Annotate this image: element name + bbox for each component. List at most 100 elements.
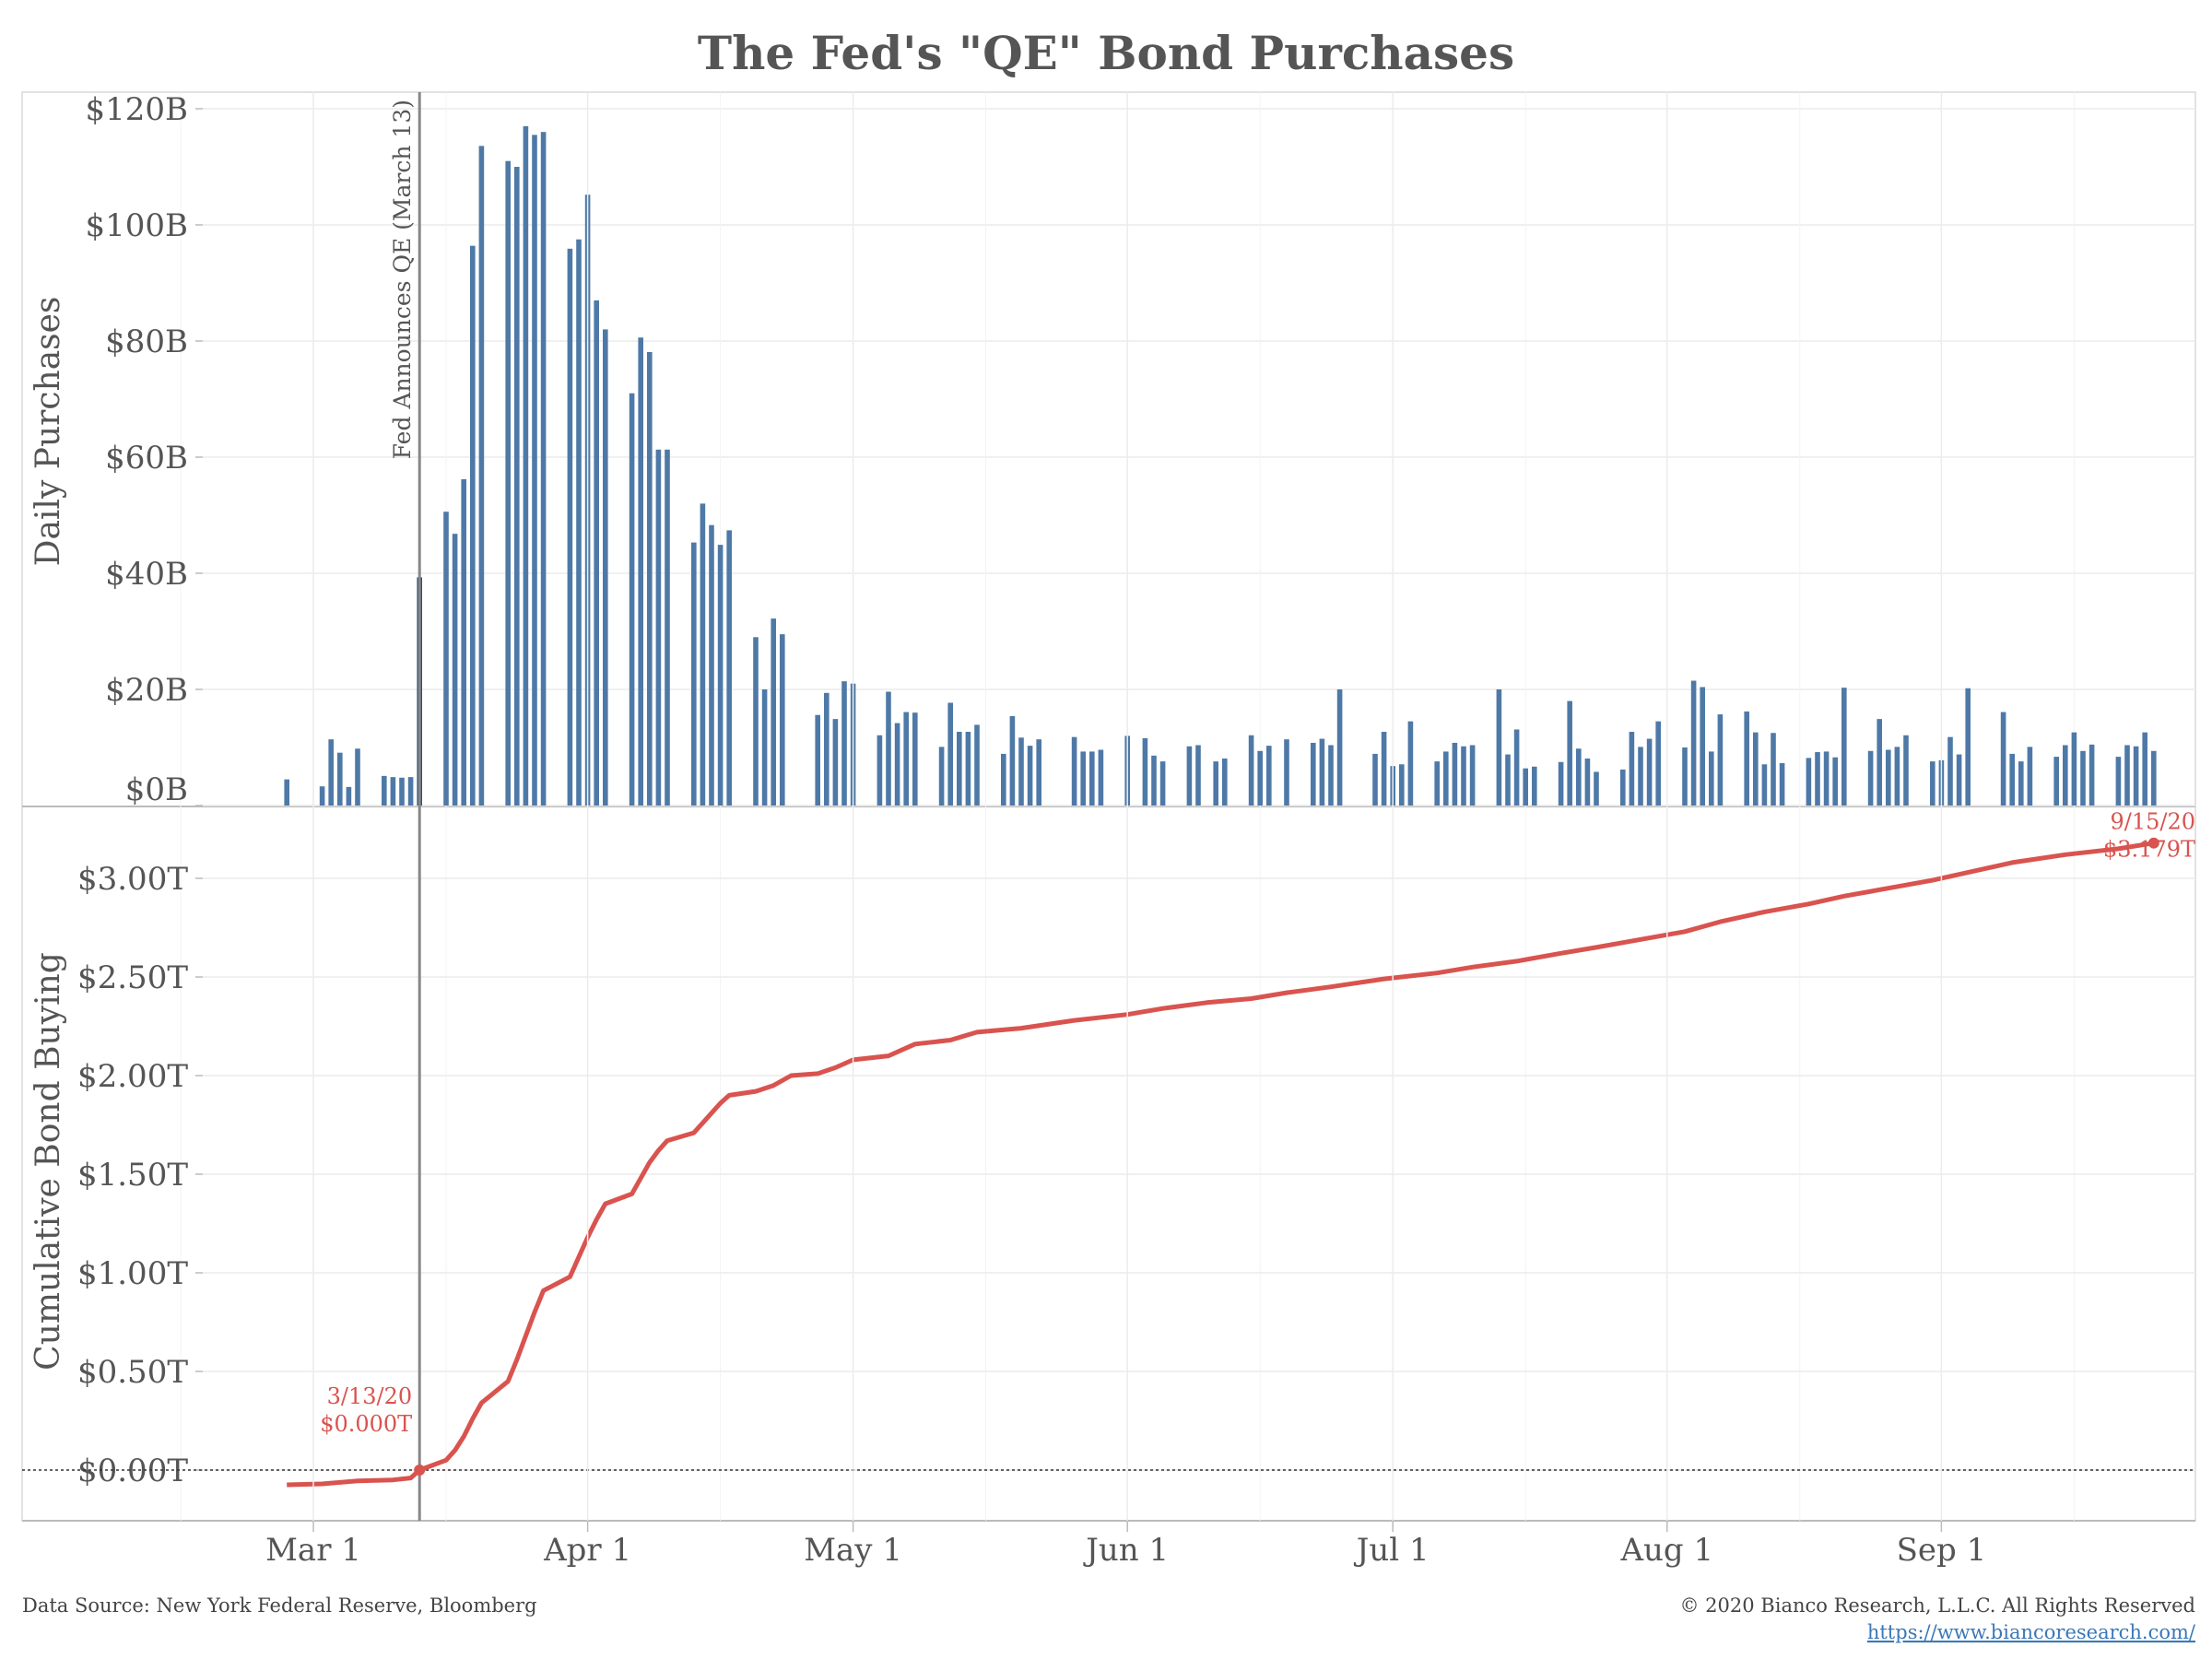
daily-purchase-bar (1646, 738, 1653, 806)
qe-announcement-label: Fed Announces QE (March 13) (389, 100, 416, 459)
daily-purchase-bar (638, 337, 643, 806)
line-panel-gridlines (203, 877, 2195, 1471)
x-tick-label: Mar 1 (265, 1532, 361, 1569)
daily-purchase-bar (603, 329, 608, 806)
annotation-marker (414, 1465, 426, 1476)
daily-purchase-bar (841, 681, 847, 806)
daily-purchase-bar (532, 135, 537, 806)
daily-purchase-bar (478, 146, 485, 806)
daily-purchase-bar (665, 449, 670, 806)
daily-purchase-bar (514, 167, 520, 806)
bar-y-tick-label: $40B (105, 556, 188, 593)
data-source-note: Data Source: New York Federal Reserve, B… (22, 1594, 537, 1617)
x-tick-label: Jun 1 (1083, 1532, 1169, 1569)
daily-purchase-bar (815, 714, 820, 806)
daily-purchase-bar (1407, 721, 1414, 806)
daily-purchase-bar (399, 777, 405, 806)
daily-purchase-bar (2124, 745, 2130, 806)
daily-purchase-bar (780, 634, 785, 806)
daily-purchase-bar (1328, 745, 1334, 806)
daily-purchase-bar (912, 712, 918, 806)
daily-purchase-bar (1956, 754, 1962, 806)
daily-purchase-bar (1469, 745, 1476, 806)
bar-y-tick-label: $20B (105, 672, 188, 709)
line-panel-y-axis-label: Cumulative Bond Buying (29, 952, 67, 1371)
daily-purchase-bar (1690, 680, 1697, 806)
bar-panel-y-axis-label: Daily Purchases (29, 297, 67, 567)
line-y-tick-label: $1.00T (77, 1255, 188, 1292)
daily-purchase-bar (1257, 750, 1263, 806)
bar-y-tick-label: $0B (125, 771, 188, 808)
line-y-tick-label: $3.00T (77, 861, 188, 898)
daily-purchase-bar (1496, 689, 1502, 806)
daily-purchase-bar (1717, 714, 1724, 806)
daily-purchase-bar (1159, 761, 1166, 806)
daily-purchase-bar (1894, 747, 1900, 806)
daily-purchase-bar (2009, 753, 2015, 806)
daily-purchase-bar (1151, 755, 1157, 806)
daily-purchase-bar (1815, 752, 1820, 806)
daily-purchase-bar (1903, 735, 1909, 806)
daily-purchase-bar (903, 712, 909, 806)
bar-series (284, 125, 2157, 806)
line-y-tick-label: $0.00T (77, 1453, 188, 1489)
daily-purchase-bar (886, 691, 891, 806)
daily-purchase-bar (1567, 700, 1572, 806)
daily-purchase-bar (877, 735, 883, 806)
daily-purchase-bar (337, 752, 343, 806)
bar-panel-y-ticks: $0B $20B $40B $60B $80B $100B $120B (85, 91, 203, 808)
daily-purchase-bar (461, 478, 466, 806)
daily-purchase-bar (938, 747, 945, 806)
daily-purchase-bar (1532, 766, 1537, 806)
daily-purchase-bar (629, 393, 635, 806)
daily-purchase-bar (1080, 751, 1086, 806)
daily-purchase-bar (1089, 751, 1095, 806)
daily-purchase-bar (1452, 742, 1458, 806)
daily-purchase-bar (1877, 719, 1882, 806)
daily-purchase-bar (957, 731, 962, 806)
daily-purchase-bar (346, 786, 352, 806)
daily-purchase-bar (390, 777, 396, 806)
x-tick-label: Aug 1 (1619, 1532, 1713, 1569)
daily-purchase-bar (1336, 689, 1343, 806)
bianco-research-link[interactable]: https://www.biancoresearch.com/ (1867, 1621, 2196, 1643)
daily-purchase-bar (1558, 761, 1564, 806)
daily-purchase-bar (1036, 739, 1041, 806)
daily-purchase-bar (655, 449, 662, 806)
daily-purchase-bar (894, 723, 900, 806)
daily-purchase-bar (523, 125, 529, 806)
daily-purchase-bar (1443, 751, 1449, 806)
daily-purchase-bar (1771, 733, 1776, 806)
daily-purchase-bar (2115, 757, 2122, 806)
daily-purchase-bar (965, 731, 971, 806)
daily-purchase-bar (1213, 761, 1218, 806)
x-tick-label: Sep 1 (1897, 1532, 1987, 1569)
daily-purchase-bar (1806, 758, 1812, 806)
daily-purchase-bar (382, 775, 387, 806)
daily-purchase-bar (1009, 715, 1016, 806)
daily-purchase-bar (824, 692, 830, 806)
copyright-note: © 2020 Bianco Research, L.L.C. All Right… (1680, 1594, 2196, 1617)
bar-y-tick-label: $120B (85, 91, 188, 128)
annotation-date: 3/13/20 (327, 1383, 413, 1409)
daily-purchase-bar (1434, 761, 1440, 806)
bar-y-tick-label: $80B (105, 324, 188, 360)
daily-purchase-bar (1655, 721, 1661, 806)
annotation-date: 9/15/20 (2110, 809, 2195, 835)
daily-purchase-bar (1372, 753, 1378, 806)
daily-purchase-bar (1753, 732, 1759, 806)
daily-purchase-bar (1071, 736, 1077, 806)
daily-purchase-bar (2088, 744, 2095, 806)
daily-purchase-bar (1709, 751, 1714, 806)
daily-purchase-bar (1266, 746, 1272, 806)
daily-purchase-bar (1638, 747, 1643, 806)
daily-purchase-bar (947, 702, 953, 806)
daily-purchase-bar (594, 300, 599, 806)
line-y-tick-label: $0.50T (77, 1354, 188, 1391)
daily-purchase-bar (974, 724, 980, 806)
daily-purchase-bar (1629, 731, 1635, 806)
daily-purchase-bar (2063, 745, 2068, 806)
daily-purchase-bar (1576, 748, 1582, 806)
daily-purchase-bar (1779, 763, 1785, 806)
